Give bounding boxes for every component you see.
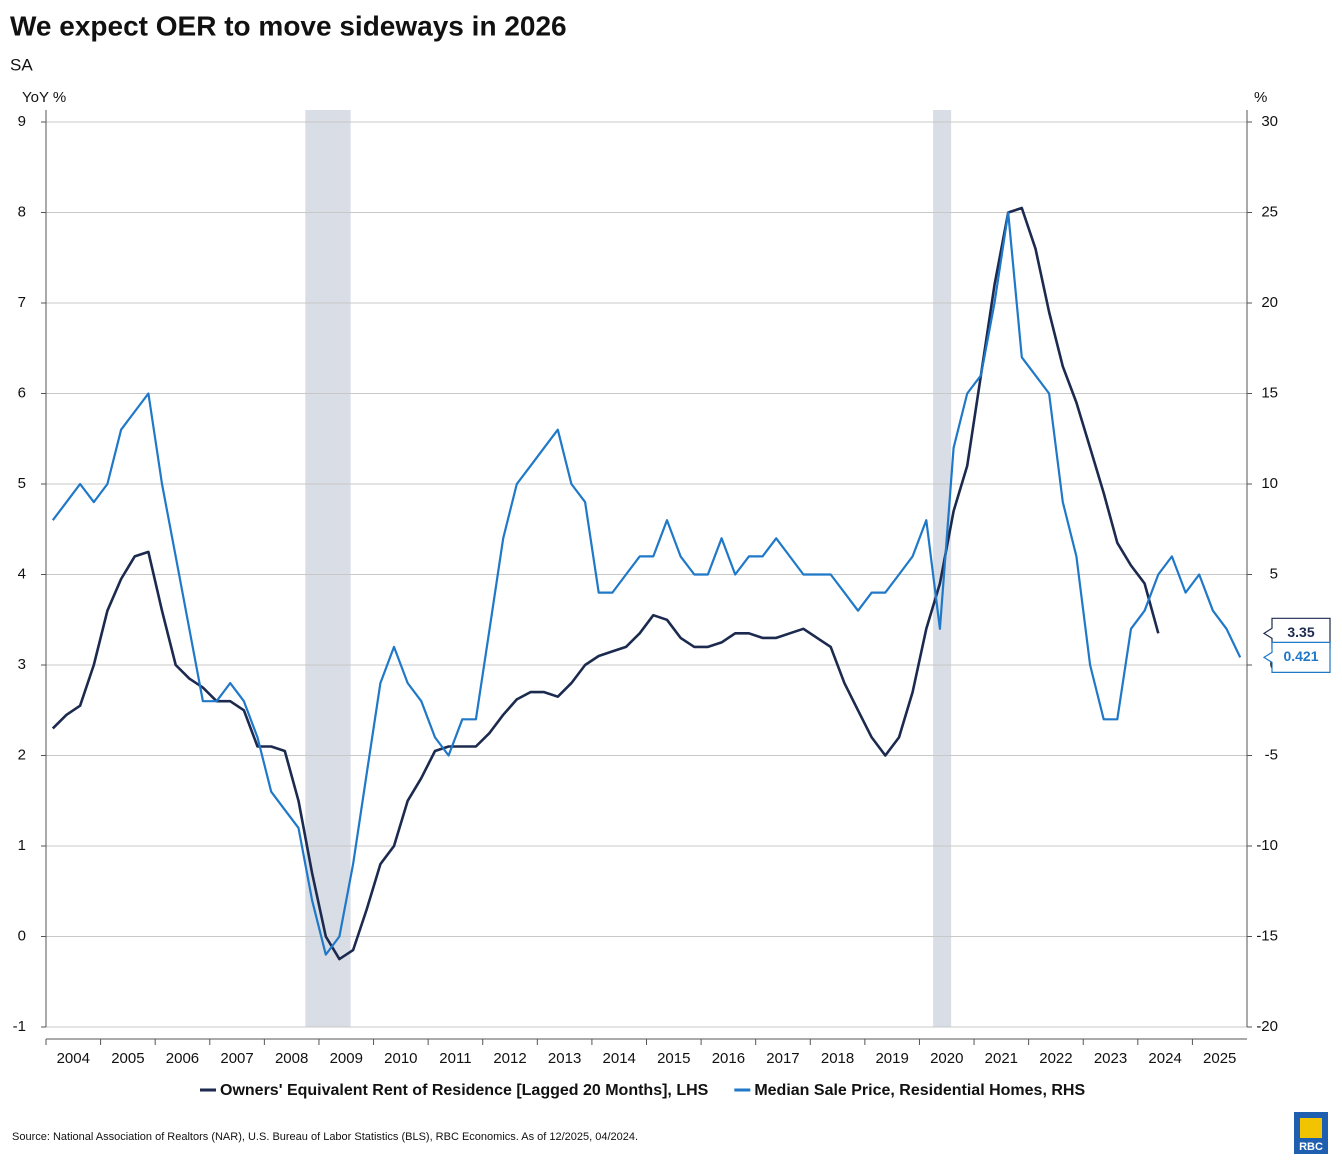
y-tick-label: 8 <box>18 203 26 220</box>
y2-tick-label: 10 <box>1261 475 1278 492</box>
y2-tick-label: 30 <box>1261 113 1278 130</box>
logo-emblem <box>1300 1118 1322 1138</box>
x-tick-label: 2008 <box>275 1050 308 1067</box>
y-tick-label: 5 <box>18 475 26 492</box>
y-axis-label: YoY % <box>22 89 66 106</box>
x-tick-label: 2021 <box>985 1050 1018 1067</box>
x-tick-label: 2004 <box>57 1050 90 1067</box>
y2-tick-label: -15 <box>1256 927 1278 944</box>
y2-axis-label: % <box>1254 89 1267 106</box>
y2-tick-label: 5 <box>1270 565 1278 582</box>
x-tick-label: 2023 <box>1094 1050 1127 1067</box>
y2-tick-label: 25 <box>1261 203 1278 220</box>
y2-tick-label: -10 <box>1256 837 1278 854</box>
source-note: Source: National Association of Realtors… <box>12 1131 638 1143</box>
x-tick-label: 2011 <box>439 1050 471 1067</box>
x-tick-label: 2018 <box>821 1050 854 1067</box>
x-tick-label: 2020 <box>930 1050 963 1067</box>
y2-tick-label: 15 <box>1261 384 1278 401</box>
legend-label: Owners' Equivalent Rent of Residence [La… <box>220 1082 709 1099</box>
y-tick-label: 1 <box>18 837 26 854</box>
x-tick-label: 2010 <box>384 1050 417 1067</box>
logo-text: RBC <box>1299 1141 1323 1153</box>
legend-label: Median Sale Price, Residential Homes, RH… <box>754 1082 1085 1099</box>
y-tick-label: 4 <box>18 565 26 582</box>
x-tick-label: 2016 <box>712 1050 745 1067</box>
y-tick-label: -1 <box>13 1018 26 1035</box>
y2-tick-label: 20 <box>1261 294 1278 311</box>
x-tick-label: 2019 <box>875 1050 908 1067</box>
x-tick-label: 2024 <box>1148 1050 1181 1067</box>
y-tick-label: 3 <box>18 656 26 673</box>
chart-subtitle: SA <box>10 55 33 74</box>
y2-tick-label: -5 <box>1265 746 1278 763</box>
y-tick-label: 6 <box>18 384 26 401</box>
x-tick-label: 2025 <box>1203 1050 1236 1067</box>
end-value-label: 3.35 <box>1287 624 1314 640</box>
x-tick-label: 2015 <box>657 1050 690 1067</box>
recession-band <box>305 110 351 1027</box>
x-tick-label: 2017 <box>766 1050 799 1067</box>
y-tick-label: 2 <box>18 746 26 763</box>
x-tick-label: 2005 <box>111 1050 144 1067</box>
end-value-label: 0.421 <box>1283 648 1318 664</box>
x-tick-label: 2009 <box>330 1050 363 1067</box>
x-tick-label: 2022 <box>1039 1050 1072 1067</box>
callout-box <box>1262 641 1331 673</box>
x-tick-label: 2014 <box>603 1050 636 1067</box>
x-tick-label: 2013 <box>548 1050 581 1067</box>
series-line <box>51 206 1160 961</box>
y-tick-label: 7 <box>18 294 26 311</box>
series-line <box>51 211 1242 956</box>
y-tick-label: 0 <box>18 927 26 944</box>
y-tick-label: 9 <box>18 113 26 130</box>
chart-title: We expect OER to move sideways in 2026 <box>10 10 567 41</box>
x-tick-label: 2006 <box>166 1050 199 1067</box>
y2-tick-label: -20 <box>1256 1018 1278 1035</box>
x-tick-label: 2012 <box>493 1050 526 1067</box>
x-tick-label: 2007 <box>220 1050 253 1067</box>
